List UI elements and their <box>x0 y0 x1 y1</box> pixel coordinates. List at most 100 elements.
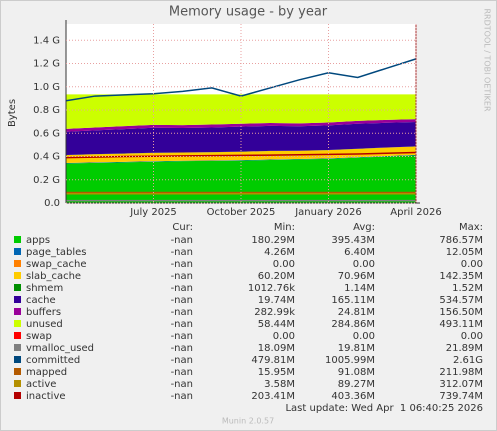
version: Munin 2.0.57 <box>222 417 274 426</box>
legend-stat: 786.57M <box>439 235 483 246</box>
x-tick-label: April 2026 <box>390 207 441 218</box>
legend-stat: 211.98M <box>439 367 483 378</box>
legend-stat: 180.29M <box>251 235 295 246</box>
legend-swatch <box>14 284 21 291</box>
area <box>66 119 416 132</box>
legend-stat: -nan <box>171 283 193 294</box>
area <box>66 155 416 203</box>
x-tick-label: July 2025 <box>129 207 177 218</box>
legend-stat: -nan <box>171 367 193 378</box>
legend-stat: -nan <box>171 379 193 390</box>
legend-stat: 1.14M <box>344 283 375 294</box>
legend-stat: 1005.99M <box>325 355 375 366</box>
y-tick-label: 0.0 <box>44 198 60 209</box>
legend-swatch <box>14 248 21 255</box>
y-tick-label: 1.2 G <box>33 59 60 70</box>
legend-name: vmalloc_used <box>26 343 94 354</box>
legend-stat: -nan <box>171 343 193 354</box>
legend-stat: 534.57M <box>439 295 483 306</box>
legend-stat: 3.58M <box>264 379 295 390</box>
legend-stat: 493.11M <box>439 319 483 330</box>
legend-name: buffers <box>26 307 61 318</box>
legend-name: swap <box>26 331 52 342</box>
legend-stat: 395.43M <box>331 235 375 246</box>
legend-stat: 1012.76k <box>248 283 295 294</box>
legend-stat: 60.20M <box>258 271 295 282</box>
legend-name: page_tables <box>26 247 87 258</box>
legend-name: active <box>26 379 56 390</box>
legend-stat: 1.52M <box>452 283 483 294</box>
legend-stat: 0.00 <box>461 259 483 270</box>
legend-stat: 89.27M <box>338 379 375 390</box>
legend-stat: 312.07M <box>439 379 483 390</box>
legend-swatch <box>14 296 21 303</box>
legend-stat: 15.95M <box>258 367 295 378</box>
legend-stat: -nan <box>171 259 193 270</box>
legend-stat: 0.00 <box>273 331 295 342</box>
legend-stat: 479.81M <box>251 355 295 366</box>
legend-stat: 21.89M <box>446 343 483 354</box>
legend-stat: -nan <box>171 235 193 246</box>
legend-name: unused <box>26 319 63 330</box>
legend-name: shmem <box>26 283 63 294</box>
legend-swatch <box>14 356 21 363</box>
legend-name: cache <box>26 295 56 306</box>
legend-swatch <box>14 392 21 399</box>
legend-stat: -nan <box>171 307 193 318</box>
legend-stat: 203.41M <box>251 391 295 402</box>
legend-stat: 0.00 <box>353 331 375 342</box>
legend-stat: 19.74M <box>258 295 295 306</box>
legend-swatch <box>14 308 21 315</box>
legend-header: Min: <box>274 222 295 233</box>
y-tick-label: 0.8 G <box>33 105 60 116</box>
legend-stat: -nan <box>171 355 193 366</box>
legend-name: slab_cache <box>26 271 81 282</box>
legend-stat: 18.09M <box>258 343 295 354</box>
legend-swatch <box>14 260 21 267</box>
legend-swatch <box>14 272 21 279</box>
legend-stat: 142.35M <box>439 271 483 282</box>
legend-stat: -nan <box>171 247 193 258</box>
x-tick-label: October 2025 <box>207 207 276 218</box>
legend-stat: 282.99k <box>254 307 295 318</box>
legend-name: committed <box>26 355 80 366</box>
y-tick-label: 0.4 G <box>33 152 60 163</box>
legend-name: apps <box>26 235 50 246</box>
legend-stat: 0.00 <box>461 331 483 342</box>
y-axis-label: Bytes <box>7 99 18 127</box>
legend-stat: 284.86M <box>331 319 375 330</box>
y-tick-label: 1.0 G <box>33 82 60 93</box>
legend-stat: 12.05M <box>446 247 483 258</box>
legend-stat: 156.50M <box>439 307 483 318</box>
legend-stat: -nan <box>171 319 193 330</box>
legend-stat: 24.81M <box>338 307 375 318</box>
legend-stat: -nan <box>171 331 193 342</box>
legend-swatch <box>14 344 21 351</box>
side-text: RRDTOOL / TOBI OETIKER <box>483 8 492 111</box>
legend-swatch <box>14 332 21 339</box>
legend-stat: 58.44M <box>258 319 295 330</box>
y-tick-label: 0.2 G <box>33 175 60 186</box>
legend-stat: -nan <box>171 295 193 306</box>
legend-stat: 4.26M <box>264 247 295 258</box>
legend-name: swap_cache <box>26 259 86 270</box>
legend-stat: 0.00 <box>273 259 295 270</box>
legend-stat: 165.11M <box>331 295 375 306</box>
legend-stat: -nan <box>171 271 193 282</box>
legend-stat: 91.08M <box>338 367 375 378</box>
legend-header: Cur: <box>172 222 193 233</box>
legend-swatch <box>14 368 21 375</box>
legend-stat: 403.36M <box>331 391 375 402</box>
legend-stat: -nan <box>171 391 193 402</box>
legend-swatch <box>14 320 21 327</box>
legend-name: mapped <box>26 367 67 378</box>
x-tick-label: January 2026 <box>294 207 362 218</box>
legend-name: inactive <box>26 391 66 402</box>
legend-stat: 6.40M <box>344 247 375 258</box>
y-tick-label: 0.6 G <box>33 128 60 139</box>
legend-header: Max: <box>459 222 483 233</box>
legend-swatch <box>14 236 21 243</box>
y-tick-label: 1.4 G <box>33 35 60 46</box>
legend-stat: 0.00 <box>353 259 375 270</box>
